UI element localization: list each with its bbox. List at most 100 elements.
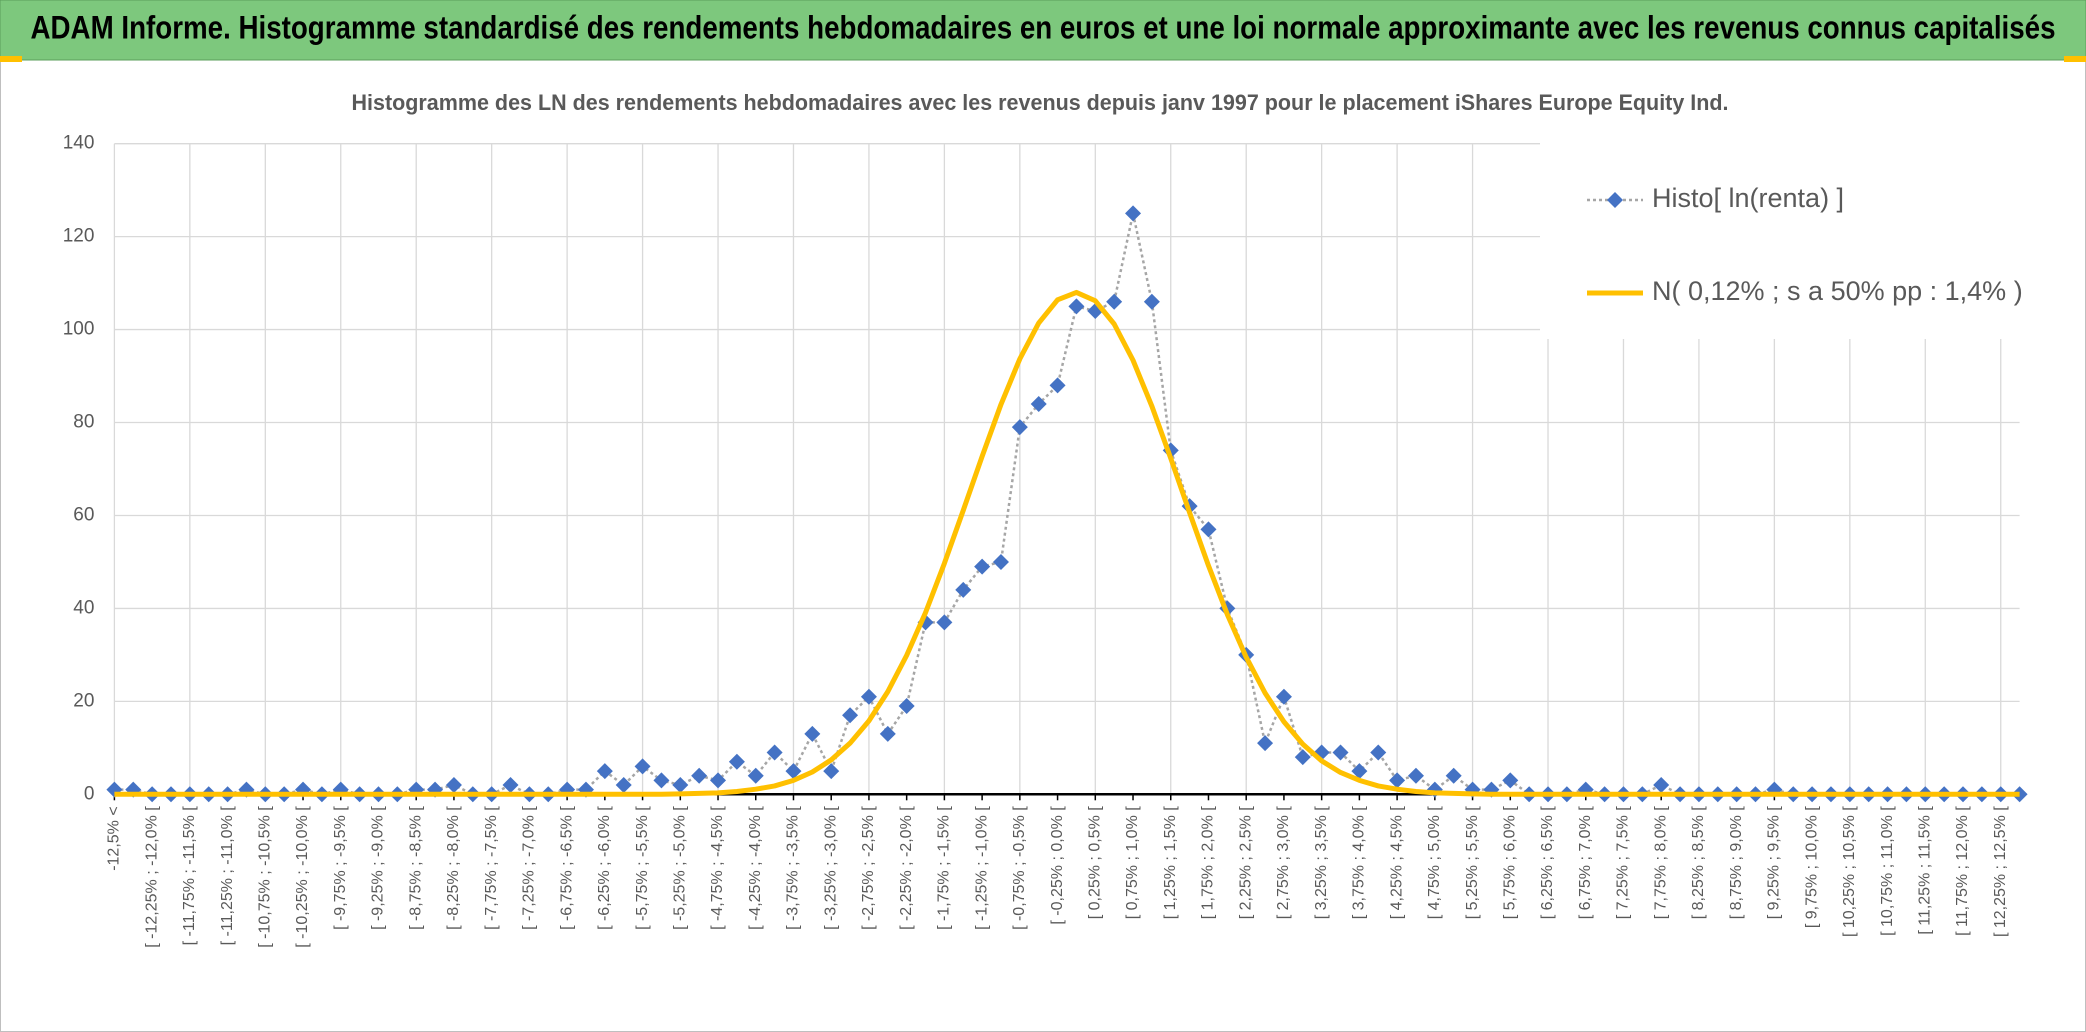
x-tick-label: [ -5,75% ; -5,5% [ [634, 806, 651, 930]
marker [1257, 735, 1274, 752]
marker [1653, 777, 1670, 794]
y-tick-label: 80 [73, 412, 94, 433]
marker [1200, 521, 1217, 538]
series-line [114, 289, 2020, 797]
marker [445, 777, 462, 794]
y-tick-label: 100 [63, 319, 95, 340]
marker [898, 698, 915, 715]
marker [1049, 377, 1066, 394]
page-title: ADAM Informe. Histogramme standardisé de… [31, 9, 2056, 45]
x-tick-label: [ 11,75% ; 12,0% [ [1954, 806, 1971, 936]
x-tick-label: [ 8,25% ; 8,5% [ [1690, 806, 1707, 920]
x-tick-label: [ 3,25% ; 3,5% [ [1313, 806, 1330, 920]
x-tick-label: [ 11,25% ; 11,5% [ [1917, 806, 1934, 935]
marker [936, 614, 953, 631]
marker [502, 777, 519, 794]
plot: 0 20 40 60 80 100 120 140 -12,5% < [ -12,25% ; -1… [63, 133, 2028, 948]
marker [691, 767, 708, 784]
x-tick-label: -12,5% < [106, 806, 123, 870]
x-tick-label: [ -1,75% ; -1,5% [ [936, 806, 953, 930]
marker [728, 753, 745, 770]
marker [992, 553, 1009, 570]
legend-marker [1607, 192, 1623, 208]
x-tick-label: [ 7,75% ; 8,0% [ [1652, 806, 1669, 920]
marker [710, 772, 727, 789]
marker [1143, 293, 1160, 310]
x-tick-label: [ 9,75% ; 10,0% [ [1803, 806, 1820, 928]
x-tick-label: [ -2,75% ; -2,5% [ [860, 806, 877, 930]
x-tick-label: [ -7,25% ; -7,0% [ [521, 806, 538, 930]
corner [2064, 56, 2086, 62]
y-tick-label: 0 [84, 783, 95, 804]
y-tick-label: 120 [63, 226, 95, 247]
marker [1502, 772, 1519, 789]
x-tick-label: [ -4,25% ; -4,0% [ [747, 806, 764, 930]
marker [747, 767, 764, 784]
x-tick-label: [ 4,75% ; 5,0% [ [1426, 806, 1443, 920]
x-tick-label: [ 2,25% ; 2,5% [ [1237, 806, 1254, 920]
x-tick-label: [ -11,75% ; -11,5% [ [181, 806, 198, 946]
x-tick-label: [ 5,25% ; 5,5% [ [1464, 806, 1481, 920]
x-tick-label: [ -1,25% ; -1,0% [ [973, 806, 990, 930]
marker [785, 763, 802, 780]
x-tick-label: [ 9,25% ; 9,5% [ [1766, 806, 1783, 920]
x-tick-label: [ 8,75% ; 9,0% [ [1728, 806, 1745, 920]
marker [1370, 744, 1387, 761]
marker [823, 763, 840, 780]
x-tick-label: [ 12,25% ; 12,5% [ [1992, 806, 2009, 937]
x-tick-label: [ -0,75% ; -0,5% [ [1011, 806, 1028, 930]
x-tick-label: [ 5,75% ; 6,0% [ [1502, 806, 1519, 920]
marker [672, 777, 689, 794]
x-tick-label: [ 2,75% ; 3,0% [ [1275, 806, 1292, 920]
chart-title: Histogramme des LN des rendements hebdom… [352, 90, 1729, 115]
x-tick-label: [ 10,25% ; 10,5% [ [1841, 806, 1858, 937]
x-tick-label: [ 1,75% ; 2,0% [ [1200, 806, 1217, 920]
x-tick-label: [ -2,25% ; -2,0% [ [898, 806, 915, 930]
marker [860, 688, 877, 705]
marker [1106, 293, 1123, 310]
y-tick-label: 60 [73, 504, 94, 525]
y-tick-label: 140 [63, 133, 95, 154]
x-tick-label: [ -6,75% ; -6,5% [ [558, 806, 575, 930]
marker [974, 558, 991, 575]
marker [1351, 763, 1368, 780]
legend-box [1540, 143, 2020, 339]
marker [1407, 767, 1424, 784]
x-tick-label: [ 0,25% ; 0,5% [ [1087, 806, 1104, 920]
marker [1030, 395, 1047, 412]
x-tick-label: [ -5,25% ; -5,0% [ [672, 806, 689, 930]
legend-label: Histo[ ln(renta) ] [1652, 183, 1844, 213]
marker [1275, 688, 1292, 705]
x-tick-label: [ -12,25% ; -12,0% [ [143, 806, 160, 948]
x-tick-label: [ 7,25% ; 7,5% [ [1615, 806, 1632, 920]
y-tick-label: 40 [73, 597, 94, 618]
marker [634, 758, 651, 775]
marker [842, 707, 859, 724]
x-tick-label: [ -6,25% ; -6,0% [ [596, 806, 613, 930]
marker [1125, 205, 1142, 222]
marker [879, 725, 896, 742]
x-tick-label: [ -11,25% ; -11,0% [ [219, 806, 236, 946]
marker [1068, 298, 1085, 315]
x-tick-label: [ -9,75% ; -9,5% [ [332, 806, 349, 930]
legend-label: N( 0,12% ; s a 50% pp : 1,4% ) [1652, 276, 2023, 306]
x-tick-label: [ -0,25% ; 0,0% [ [1049, 806, 1066, 925]
x-tick-label: [ -8,25% ; -8,0% [ [445, 806, 462, 930]
marker [1011, 419, 1028, 436]
marker [653, 772, 670, 789]
y-tick-label: 20 [73, 690, 94, 711]
marker [1389, 772, 1406, 789]
marker [1294, 749, 1311, 766]
x-tick-label: [ -9,25% ; -9,0% [ [370, 806, 387, 930]
x-tick-label: [ -3,25% ; -3,0% [ [822, 806, 839, 930]
marker [804, 725, 821, 742]
marker [615, 777, 632, 794]
x-tick-label: [ -10,75% ; -10,5% [ [257, 806, 274, 948]
x-tick-label: [ 6,75% ; 7,0% [ [1577, 806, 1594, 920]
x-tick-label: [ -7,75% ; -7,5% [ [483, 806, 500, 930]
marker [1445, 767, 1462, 784]
x-tick-label: [ -8,75% ; -8,5% [ [407, 806, 424, 930]
x-tick-label: [ 3,75% ; 4,0% [ [1351, 806, 1368, 920]
corner [0, 56, 22, 62]
